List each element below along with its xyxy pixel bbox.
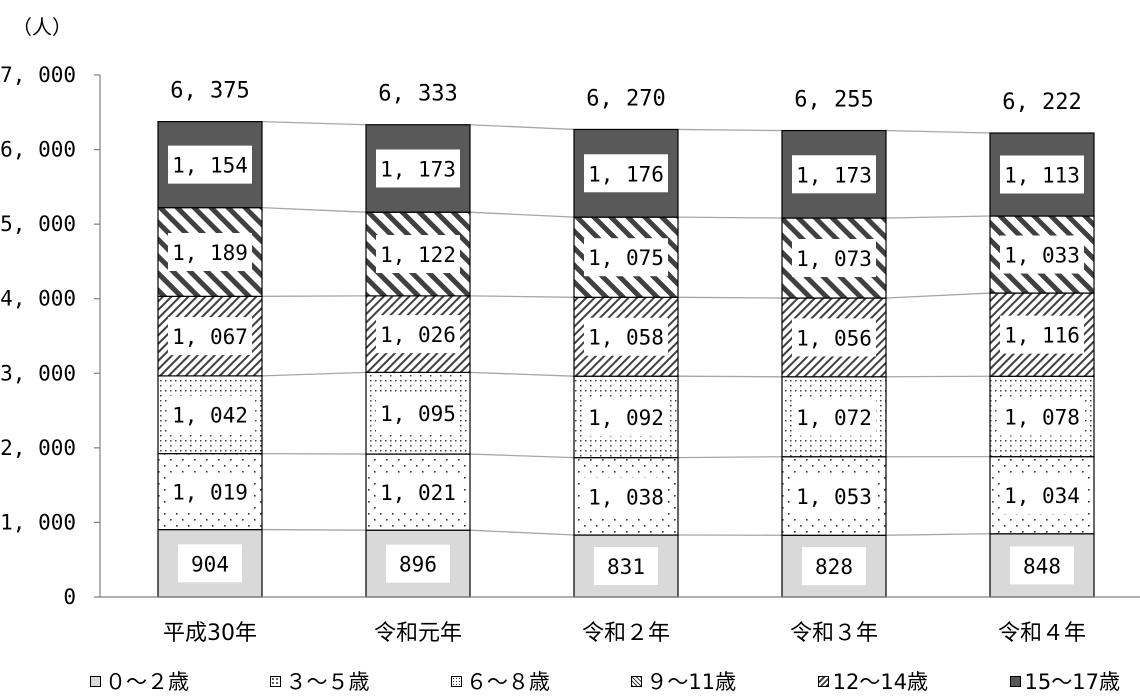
y-tick-label: 6, 000 [0, 138, 76, 162]
y-tick-label: 2, 000 [0, 436, 76, 460]
x-tick-label: 令和２年 [582, 621, 670, 646]
y-tick-label: 5, 000 [0, 212, 76, 236]
legend-swatch [1010, 676, 1021, 687]
series-connector-line [886, 376, 990, 377]
y-tick-label: 7, 000 [0, 63, 76, 87]
total-label: 6, 270 [586, 86, 665, 111]
data-label: 848 [1023, 554, 1061, 578]
total-label: 6, 375 [170, 79, 249, 104]
series-connector-line [470, 296, 574, 297]
legend-item: ３～５歳 [270, 666, 369, 696]
data-label: 1, 189 [172, 241, 248, 265]
data-label: 904 [191, 552, 229, 576]
total-label: 6, 333 [378, 82, 457, 107]
chart-legend: ０～２歳 ３～５歳 ６～８歳 ９～11歳 12～14歳 15～17歳 [90, 668, 1120, 694]
series-connector-line [470, 212, 574, 217]
legend-label: ０～２歳 [105, 666, 189, 696]
legend-label: 12～14歳 [833, 666, 928, 696]
data-label: 1, 116 [1004, 324, 1080, 348]
y-tick-label: 0 [63, 585, 76, 609]
series-connector-line [262, 122, 366, 125]
series-connector-line [262, 372, 366, 376]
total-label: 6, 255 [794, 88, 873, 113]
legend-label: 15～17歳 [1025, 666, 1120, 696]
series-connector-line [262, 530, 366, 531]
y-tick-label: 4, 000 [0, 287, 76, 311]
data-label: 1, 042 [172, 404, 248, 428]
data-label: 1, 026 [380, 323, 456, 347]
legend-item: ０～２歳 [90, 666, 189, 696]
legend-label: ６～８歳 [466, 666, 550, 696]
data-label: 828 [815, 555, 853, 579]
series-connector-line [470, 125, 574, 130]
legend-item: 15～17歳 [1010, 666, 1120, 696]
data-label: 1, 113 [1004, 164, 1080, 188]
data-label: 1, 034 [1004, 484, 1080, 508]
stacked-bar-chart: （人） 0 1, 000 2, 000 3, 000 4, 000 5, 000 6, 00… [0, 0, 1140, 665]
legend-item: ９～11歳 [631, 666, 736, 696]
data-label: 1, 095 [380, 402, 456, 426]
series-connector-line [470, 530, 574, 535]
legend-item: ６～８歳 [451, 666, 550, 696]
data-label: 896 [399, 553, 437, 577]
data-label: 1, 053 [796, 485, 872, 509]
legend-swatch [451, 676, 462, 687]
data-label: 1, 154 [172, 154, 248, 178]
y-axis-unit-label: （人） [12, 15, 72, 39]
data-label: 1, 021 [380, 481, 456, 505]
series-connector-line [470, 372, 574, 376]
x-tick-label: 平成30年 [163, 621, 257, 646]
legend-label: ３～５歳 [285, 666, 369, 696]
total-label: 6, 222 [1002, 90, 1081, 115]
legend-swatch [818, 676, 829, 687]
series-connector-line [886, 216, 990, 218]
series-connector-line [678, 129, 782, 130]
series-connector-line [678, 376, 782, 377]
data-label: 1, 173 [380, 157, 456, 181]
legend-swatch [270, 676, 281, 687]
legend-item: 12～14歳 [818, 666, 928, 696]
series-connector-line [678, 217, 782, 218]
data-label: 1, 176 [588, 162, 664, 186]
x-tick-label: 令和元年 [374, 621, 462, 646]
data-label: 1, 073 [796, 247, 872, 271]
data-label: 1, 078 [1004, 405, 1080, 429]
data-label: 1, 038 [588, 485, 664, 509]
series-connector-line [262, 208, 366, 213]
data-label: 1, 075 [588, 246, 664, 270]
x-tick-label: 令和３年 [790, 621, 878, 646]
data-label: 1, 173 [796, 163, 872, 187]
data-label: 1, 067 [172, 325, 248, 349]
legend-swatch [90, 676, 101, 687]
data-label: 1, 058 [588, 326, 664, 350]
data-label: 831 [607, 555, 645, 579]
y-tick-label: 3, 000 [0, 361, 76, 385]
series-connector-line [886, 534, 990, 535]
legend-swatch [631, 676, 642, 687]
series-connector-line [470, 454, 574, 458]
x-tick-label: 令和４年 [998, 621, 1086, 646]
series-connector-line [678, 297, 782, 298]
y-tick-label: 1, 000 [0, 510, 76, 534]
series-connector-line [678, 457, 782, 458]
series-connector-line [886, 293, 990, 298]
series-connector-line [886, 131, 990, 133]
data-label: 1, 092 [588, 406, 664, 430]
data-label: 1, 072 [796, 406, 872, 430]
data-label: 1, 056 [796, 326, 872, 350]
legend-label: ９～11歳 [646, 666, 736, 696]
data-label: 1, 122 [380, 243, 456, 267]
data-label: 1, 019 [172, 481, 248, 505]
data-label: 1, 033 [1004, 244, 1080, 268]
